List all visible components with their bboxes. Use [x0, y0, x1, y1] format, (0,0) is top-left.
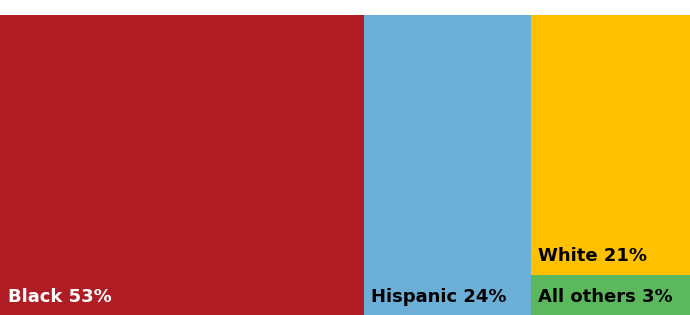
Bar — [0, 15, 364, 315]
Text: Black 53%: Black 53% — [8, 288, 112, 306]
Bar — [531, 15, 690, 274]
Text: All others 3%: All others 3% — [538, 288, 672, 306]
Bar — [531, 274, 690, 315]
Bar — [364, 15, 531, 315]
Text: White 21%: White 21% — [538, 247, 647, 265]
Text: Hispanic 24%: Hispanic 24% — [371, 288, 506, 306]
